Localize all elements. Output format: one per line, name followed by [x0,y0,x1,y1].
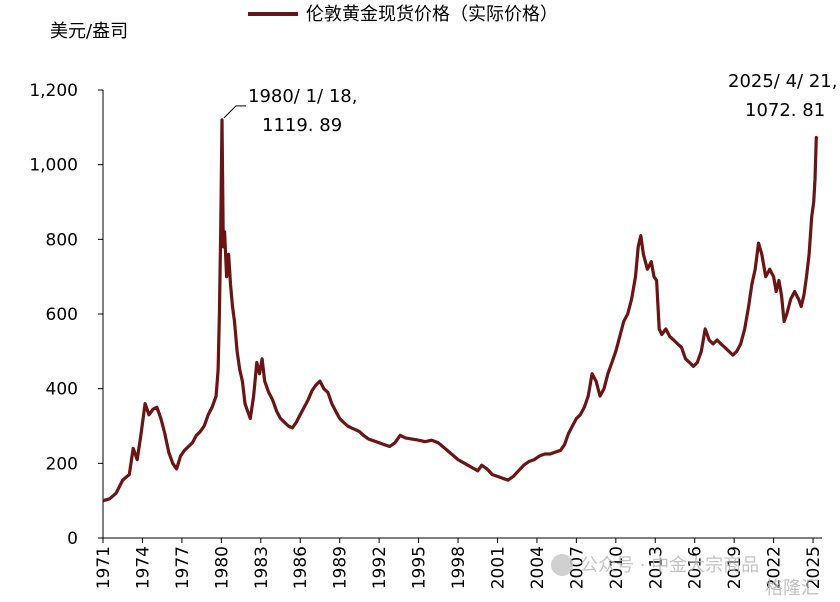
annotation-1980-value: 1119. 89 [262,115,342,136]
annotation-2025-date: 2025/ 4/ 21, [728,71,837,92]
x-tick-label: 2025 [804,546,824,589]
annotation-1980-peak: 1980/ 1/ 18, 1119. 89 [223,86,357,136]
legend: 伦敦黄金现货价格（实际价格） [248,4,558,25]
y-axis-ticks: 0 200 400 600 800 1,000 1,200 [29,81,103,549]
x-tick-label: 1989 [331,546,351,589]
x-tick-label: 2013 [646,546,666,589]
x-tick-label: 2010 [607,546,627,589]
x-tick-label: 2019 [725,546,745,589]
y-tick-label: 200 [46,454,78,474]
y-axis-unit-label: 美元/盎司 [50,21,128,42]
annotation-2025-peak: 2025/ 4/ 21, 1072. 81 [728,71,837,121]
x-tick-label: 1974 [133,546,153,589]
series-line-gold-price [102,118,819,503]
x-tick-label: 1995 [410,546,430,589]
x-tick-label: 2007 [567,546,587,589]
x-axis-ticks: 1971 1974 1977 1980 1983 1986 1989 1992 1995 1998… [94,538,824,589]
y-tick-label: 800 [46,230,78,250]
y-tick-label: 400 [46,380,78,400]
y-tick-label: 600 [46,305,78,325]
annotation-1980-date: 1980/ 1/ 18, [248,86,357,107]
annotation-1980-leader [223,105,237,119]
x-tick-label: 1980 [212,546,232,589]
x-tick-label: 2022 [765,546,785,589]
watermark-text: 公众号 · 中金大宗商品 [580,555,759,576]
annotation-2025-value: 1072. 81 [745,100,825,121]
y-tick-label: 1,200 [29,81,78,101]
x-tick-label: 2004 [528,546,548,589]
x-tick-label: 2001 [488,546,508,589]
x-tick-label: 1998 [449,546,469,589]
x-tick-label: 1971 [94,546,114,589]
x-tick-label: 1977 [173,546,193,589]
x-tick-label: 1992 [370,546,390,589]
watermark: 公众号 · 中金大宗商品 格隆汇 [551,554,819,599]
x-tick-label: 1986 [291,546,311,589]
wechat-icon [551,554,573,576]
x-tick-label: 2016 [686,546,706,589]
legend-label: 伦敦黄金现货价格（实际价格） [306,4,558,25]
x-tick-label: 1983 [252,546,272,589]
y-tick-label: 0 [67,529,78,549]
watermark-text-2: 格隆汇 [765,578,819,599]
y-tick-label: 1,000 [29,156,78,176]
